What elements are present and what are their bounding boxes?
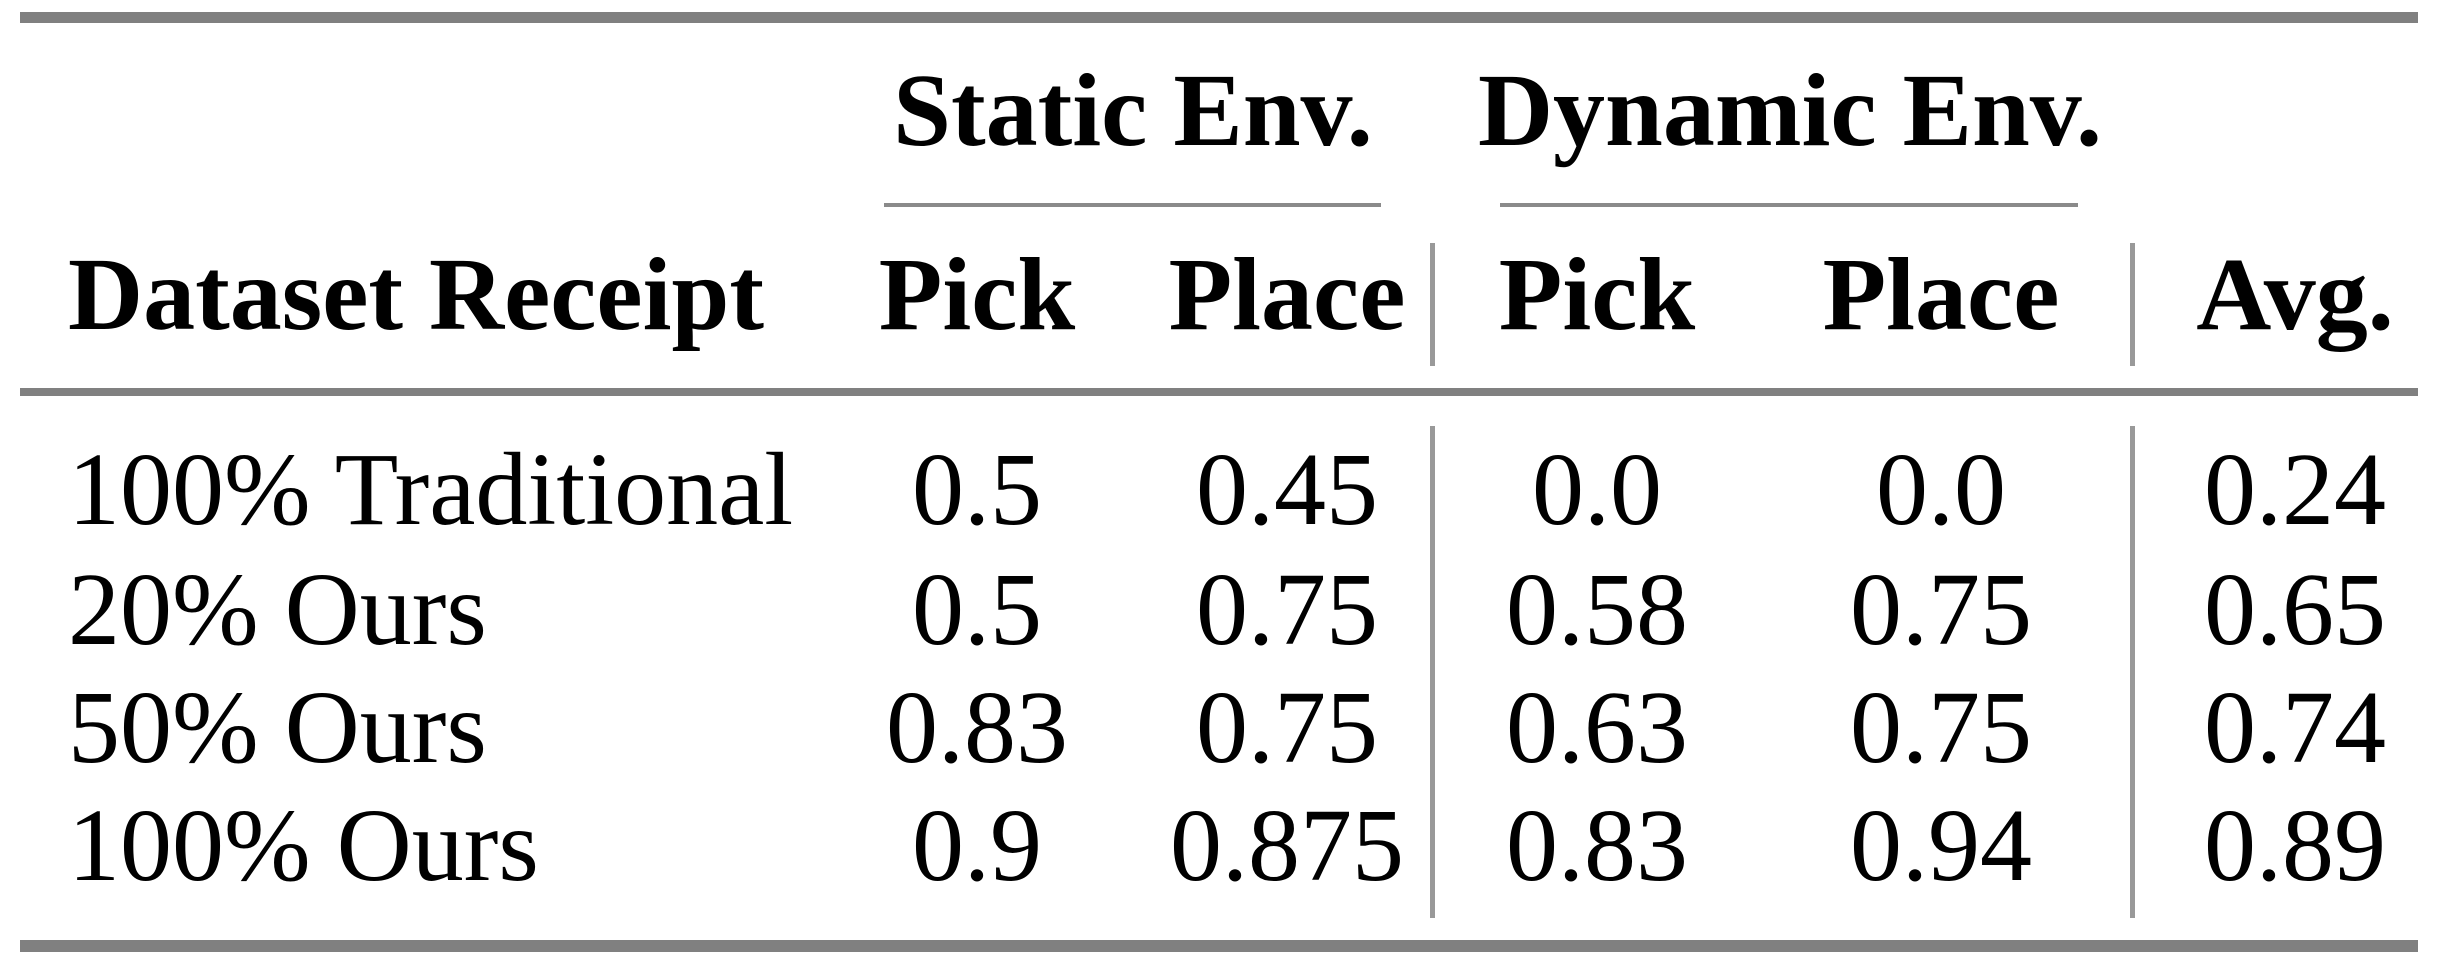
column-header-avg: Avg. <box>2196 237 2394 352</box>
cell-static-pick: 0.5 <box>912 432 1042 547</box>
cell-dynamic-place: 0.75 <box>1850 670 2032 785</box>
column-separator-2 <box>2130 426 2135 918</box>
dynamic-env-underline <box>1500 203 2078 207</box>
table-row: 100% Traditional 0.5 0.45 0.0 0.0 0.24 <box>0 420 2440 560</box>
column-header-dynamic-place: Place <box>1822 237 2060 352</box>
table-row: 100% Ours 0.9 0.875 0.83 0.94 0.89 <box>0 776 2440 916</box>
column-header-static-pick: Pick <box>878 237 1076 352</box>
cell-dynamic-place: 0.0 <box>1876 432 2006 547</box>
cell-static-pick: 0.83 <box>886 670 1068 785</box>
cell-static-place: 0.75 <box>1196 670 1378 785</box>
cell-avg: 0.24 <box>2204 432 2386 547</box>
bottom-rule <box>20 940 2418 952</box>
group-header-static-env: Static Env. <box>893 53 1373 168</box>
cell-dynamic-pick: 0.58 <box>1506 552 1688 667</box>
column-separator-1 <box>1430 426 1435 918</box>
cell-dynamic-place: 0.94 <box>1850 788 2032 903</box>
top-rule <box>20 12 2418 23</box>
column-separator-1 <box>1430 243 1435 366</box>
group-header-dynamic-env: Dynamic Env. <box>1477 53 2103 168</box>
cell-avg: 0.89 <box>2204 788 2386 903</box>
cell-avg: 0.65 <box>2204 552 2386 667</box>
cell-dynamic-place: 0.75 <box>1850 552 2032 667</box>
cell-static-place: 0.875 <box>1170 788 1404 903</box>
group-header-row: Static Env. Dynamic Env. <box>0 41 2440 181</box>
cell-dynamic-pick: 0.0 <box>1532 432 1662 547</box>
row-label: 100% Traditional <box>68 432 794 547</box>
row-label: 50% Ours <box>68 670 487 785</box>
cell-static-pick: 0.9 <box>912 788 1042 903</box>
column-separator-2 <box>2130 243 2135 366</box>
column-header-dataset-receipt: Dataset Receipt <box>68 237 764 352</box>
column-header-row: Dataset Receipt Pick Place Pick Place Av… <box>0 225 2440 365</box>
static-env-underline <box>884 203 1381 207</box>
table-row: 20% Ours 0.5 0.75 0.58 0.75 0.65 <box>0 540 2440 680</box>
header-body-rule <box>20 388 2418 396</box>
cell-static-pick: 0.5 <box>912 552 1042 667</box>
cell-static-place: 0.45 <box>1196 432 1378 547</box>
cell-avg: 0.74 <box>2204 670 2386 785</box>
column-header-static-place: Place <box>1168 237 1406 352</box>
column-header-dynamic-pick: Pick <box>1498 237 1696 352</box>
table-row: 50% Ours 0.83 0.75 0.63 0.75 0.74 <box>0 658 2440 798</box>
row-label: 20% Ours <box>68 552 487 667</box>
cell-dynamic-pick: 0.63 <box>1506 670 1688 785</box>
cell-dynamic-pick: 0.83 <box>1506 788 1688 903</box>
row-label: 100% Ours <box>68 788 539 903</box>
cell-static-place: 0.75 <box>1196 552 1378 667</box>
